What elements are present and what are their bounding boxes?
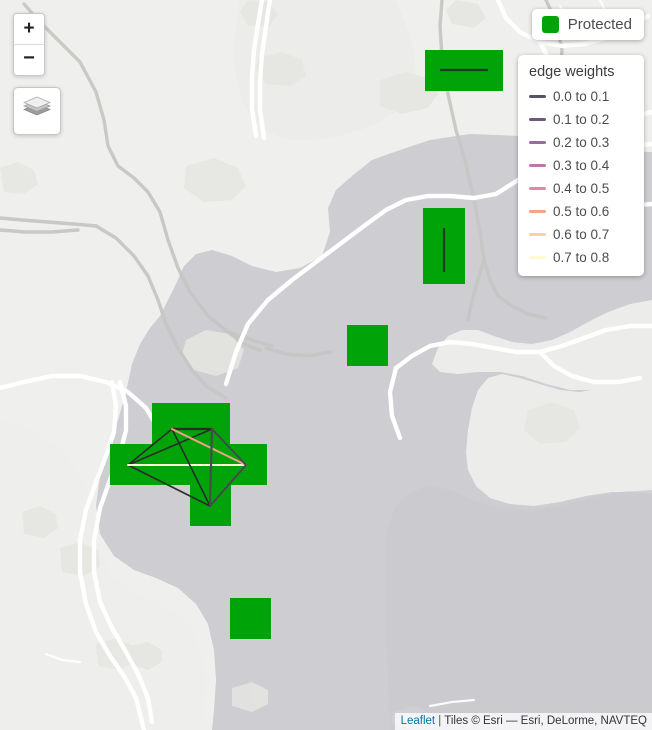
water-shade <box>386 486 652 730</box>
zoom-out-button[interactable]: − <box>14 44 44 75</box>
protected-swatch-icon <box>541 16 559 33</box>
legend-edge-weights-title: edge weights <box>529 64 615 80</box>
attribution-separator: | <box>435 715 445 727</box>
legend-edge-row: 0.2 to 0.3 <box>529 135 635 150</box>
legend-line-swatch-icon <box>529 187 546 190</box>
land-east-upper <box>432 300 652 390</box>
legend-edge-label: 0.5 to 0.6 <box>553 204 610 219</box>
zoom-in-button[interactable]: + <box>14 14 44 44</box>
graph-edge[interactable] <box>211 428 247 466</box>
legend-edge-row: 0.3 to 0.4 <box>529 158 635 173</box>
layers-control-button[interactable] <box>13 87 61 135</box>
graph-edge[interactable] <box>127 428 213 466</box>
legend-edge-row: 0.4 to 0.5 <box>529 181 635 196</box>
legend-edge-row: 0.5 to 0.6 <box>529 204 635 219</box>
legend-edge-label: 0.7 to 0.8 <box>553 250 610 265</box>
graph-edge[interactable] <box>208 427 214 508</box>
land-north-inlet <box>234 0 416 140</box>
legend-edge-label: 0.6 to 0.7 <box>553 227 610 242</box>
legend-edge-row: 0.0 to 0.1 <box>529 89 635 104</box>
legend-line-swatch-icon <box>529 233 546 236</box>
legend-protected-label: Protected <box>567 16 632 33</box>
graph-edge[interactable] <box>127 464 211 507</box>
legend-edge-label: 0.1 to 0.2 <box>553 112 610 127</box>
legend-edge-label: 0.4 to 0.5 <box>553 181 610 196</box>
legend-line-swatch-icon <box>529 210 546 213</box>
leaflet-link[interactable]: Leaflet <box>400 715 436 727</box>
legend-edge-row: 0.6 to 0.7 <box>529 227 635 242</box>
legend-line-swatch-icon <box>529 256 546 259</box>
legend-line-swatch-icon <box>529 95 546 98</box>
zoom-control[interactable]: + − <box>13 13 45 76</box>
graph-edge[interactable] <box>171 428 247 466</box>
attribution-tiles-text: Tiles © Esri — Esri, DeLorme, NAVTEQ <box>444 715 647 727</box>
patch-south-bay[interactable] <box>230 598 271 639</box>
attribution-bar[interactable]: Leaflet | Tiles © Esri — Esri, DeLorme, … <box>394 713 652 730</box>
legend-edge-row: 0.7 to 0.8 <box>529 250 635 265</box>
legend-edge-weights: edge weights 0.0 to 0.1 0.1 to 0.2 0.2 to … <box>518 55 644 276</box>
layers-icon <box>22 96 52 116</box>
graph-edge[interactable] <box>171 428 211 507</box>
legend-line-swatch-icon <box>529 141 546 144</box>
legend-edge-row: 0.1 to 0.2 <box>529 112 635 127</box>
legend-protected: Protected <box>531 9 644 40</box>
legend-edge-label: 0.0 to 0.1 <box>553 89 610 104</box>
patch-east-point[interactable] <box>347 325 388 366</box>
legend-line-swatch-icon <box>529 164 546 167</box>
graph-edge[interactable] <box>209 464 247 507</box>
legend-line-swatch-icon <box>529 118 546 121</box>
graph-edge[interactable] <box>127 428 173 466</box>
legend-edge-label: 0.2 to 0.3 <box>553 135 610 150</box>
legend-edge-label: 0.3 to 0.4 <box>553 158 610 173</box>
